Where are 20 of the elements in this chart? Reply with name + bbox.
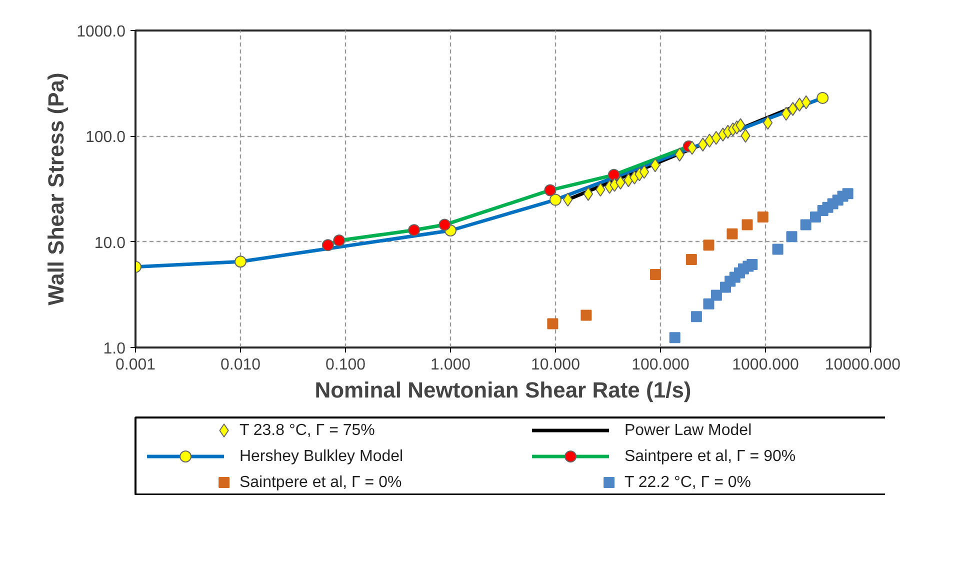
x-tick-label: 0.010 bbox=[220, 356, 261, 374]
x-tick-label: 100.000 bbox=[632, 356, 690, 374]
x-tick-label: 1.000 bbox=[430, 356, 471, 374]
y-axis-title: Wall Shear Stress (Pa) bbox=[44, 72, 69, 306]
x-tick-label: 10000.000 bbox=[824, 356, 901, 374]
legend-label: Power Law Model bbox=[624, 422, 752, 439]
y-tick-label: 100.0 bbox=[85, 129, 126, 146]
legend-label: T 23.8 °C, Γ = 75% bbox=[239, 422, 375, 439]
x-tick-label: 1000.000 bbox=[732, 356, 799, 374]
legend-label: Saintpere et al, Γ = 90% bbox=[624, 448, 796, 465]
y-tick-label: 1000.0 bbox=[76, 24, 126, 40]
x-tick-label: 0.001 bbox=[115, 356, 156, 374]
y-tick-label: 10.0 bbox=[94, 234, 126, 252]
legend-label: T 22.2 °C, Γ = 0% bbox=[624, 474, 751, 491]
legend-label: Hershey Bulkley Model bbox=[239, 448, 404, 465]
x-tick-label: 0.100 bbox=[325, 356, 366, 374]
x-axis-title: Nominal Newtonian Shear Rate (1/s) bbox=[314, 378, 692, 402]
y-tick-label: 1.0 bbox=[103, 340, 126, 358]
legend-label: Saintpere et al, Γ = 0% bbox=[239, 474, 402, 491]
x-tick-label: 10.000 bbox=[531, 356, 580, 374]
